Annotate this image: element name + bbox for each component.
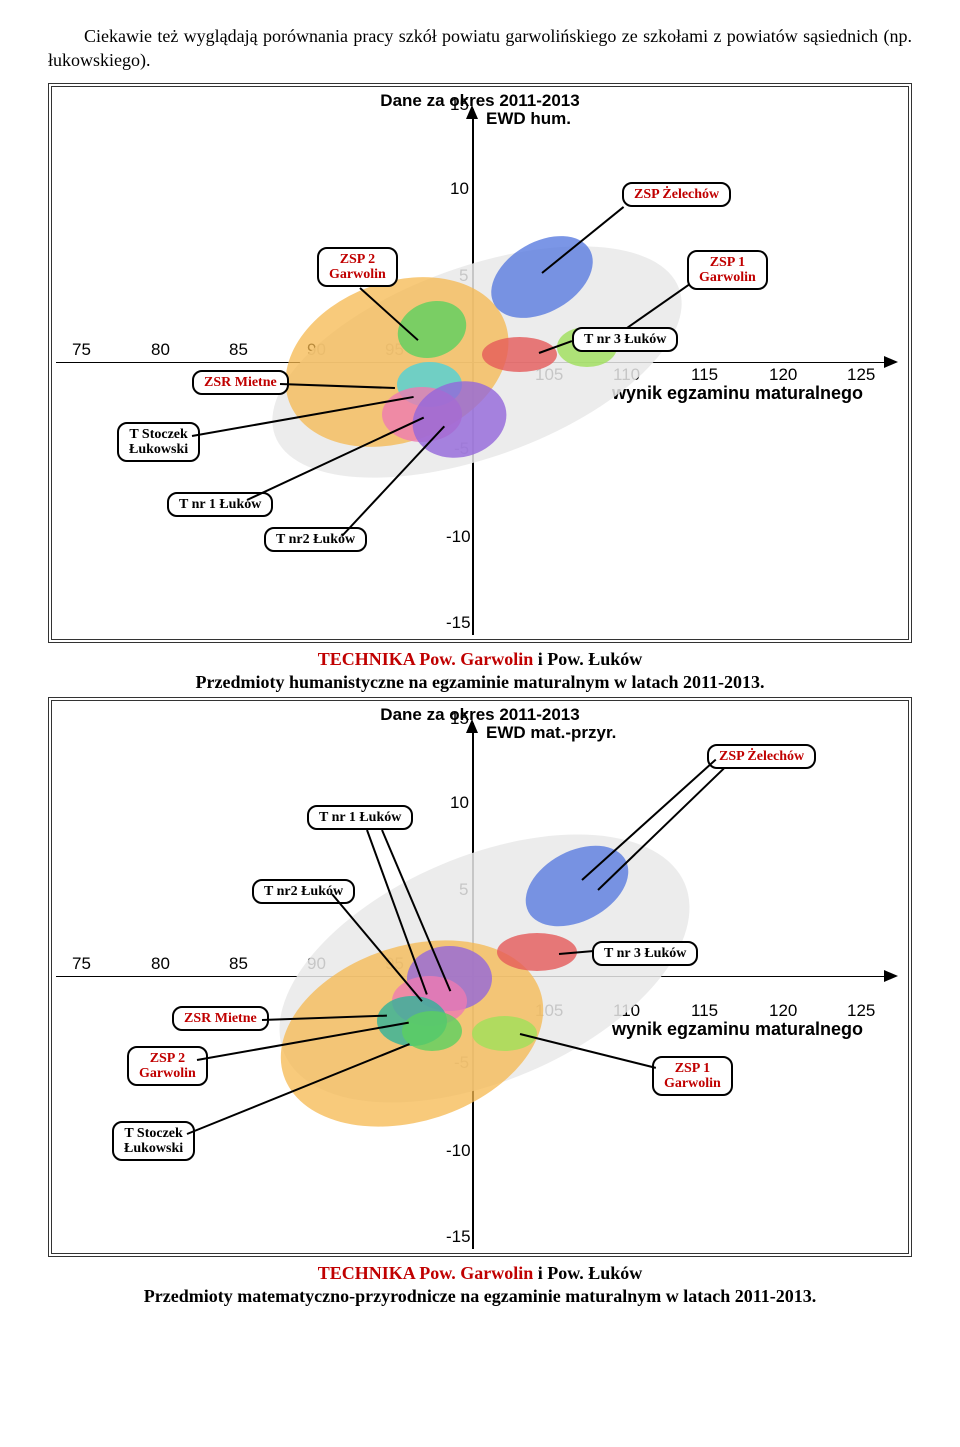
callout-zsp2-garwolin: ZSP 2 Garwolin bbox=[317, 247, 398, 288]
callout-zsp2-garwolin: ZSP 2 Garwolin bbox=[127, 1046, 208, 1087]
callout-label: Garwolin bbox=[329, 267, 386, 282]
xtick: 125 bbox=[847, 365, 875, 385]
ytick: 15 bbox=[450, 709, 469, 729]
callout-label: ZSR Mietne bbox=[184, 1011, 257, 1026]
xtick: 115 bbox=[691, 365, 718, 385]
ytick: -10 bbox=[446, 527, 471, 547]
callout-t-stoczek: T Stoczek Łukowski bbox=[112, 1121, 195, 1162]
callout-label: T Stoczek bbox=[124, 1126, 182, 1141]
ytick: -10 bbox=[446, 1141, 471, 1161]
callout-label: T nr 1 Łuków bbox=[319, 810, 401, 825]
chart-1-frame: Dane za okres 2011-2013 15 10 5 -5 -10 -… bbox=[48, 83, 912, 643]
xtick: 125 bbox=[847, 1001, 875, 1021]
caption-rest: i Pow. Łuków bbox=[533, 1263, 642, 1283]
callout-label: Łukowski bbox=[129, 442, 188, 457]
ytick: -15 bbox=[446, 1227, 471, 1247]
xtick: 75 bbox=[72, 954, 91, 974]
y-axis-label: EWD hum. bbox=[486, 109, 571, 129]
callout-t-nr1: T nr 1 Łuków bbox=[307, 805, 413, 830]
callout-zsr-mietne: ZSR Mietne bbox=[172, 1006, 269, 1031]
chart-2-caption: TECHNIKA Pow. Garwolin i Pow. Łuków bbox=[48, 1263, 912, 1284]
x-axis-label: wynik egzaminu maturalnego bbox=[612, 383, 863, 404]
callout-label: T nr 3 Łuków bbox=[584, 332, 666, 347]
ellipse-green bbox=[402, 1011, 462, 1051]
callout-label: ZSP 1 bbox=[675, 1061, 710, 1076]
callout-zsr-mietne: ZSR Mietne bbox=[192, 370, 289, 395]
callout-t-nr3: T nr 3 Łuków bbox=[592, 941, 698, 966]
chart-1-subcaption: Przedmioty humanistyczne na egzaminie ma… bbox=[48, 672, 912, 693]
xtick: 120 bbox=[769, 1001, 797, 1021]
xtick: 75 bbox=[72, 340, 91, 360]
xtick: 115 bbox=[691, 1001, 718, 1021]
callout-label: ZSP Żelechów bbox=[719, 749, 804, 764]
callout-zsp-zelechow: ZSP Żelechów bbox=[622, 182, 731, 207]
callout-label: Garwolin bbox=[664, 1076, 721, 1091]
callout-label: Garwolin bbox=[139, 1066, 196, 1081]
xtick: 85 bbox=[229, 340, 248, 360]
caption-highlight: TECHNIKA Pow. Garwolin bbox=[318, 649, 534, 669]
xtick: 80 bbox=[151, 340, 170, 360]
caption-rest: i Pow. Łuków bbox=[533, 649, 642, 669]
intro-paragraph: Ciekawie też wyglądają porównania pracy … bbox=[48, 24, 912, 73]
callout-t-nr2: T nr2 Łuków bbox=[264, 527, 367, 552]
ytick: 10 bbox=[450, 179, 469, 199]
x-axis-label: wynik egzaminu maturalnego bbox=[612, 1019, 863, 1040]
callout-t-nr2: T nr2 Łuków bbox=[252, 879, 355, 904]
ytick: 15 bbox=[450, 95, 469, 115]
chart-2-period-title: Dane za okres 2011-2013 bbox=[380, 705, 579, 725]
callout-label: T Stoczek bbox=[129, 427, 187, 442]
ytick: 10 bbox=[450, 793, 469, 813]
chart-2-subcaption: Przedmioty matematyczno-przyrodnicze na … bbox=[48, 1286, 912, 1307]
ellipse-red bbox=[482, 337, 557, 372]
xtick: 120 bbox=[769, 365, 797, 385]
callout-label: ZSP 1 bbox=[710, 255, 745, 270]
xtick: 85 bbox=[229, 954, 248, 974]
caption-highlight: TECHNIKA Pow. Garwolin bbox=[318, 1263, 534, 1283]
callout-label: Garwolin bbox=[699, 270, 756, 285]
callout-zsp1-garwolin: ZSP 1 Garwolin bbox=[687, 250, 768, 291]
chart-1-period-title: Dane za okres 2011-2013 bbox=[380, 91, 579, 111]
y-axis-label: EWD mat.-przyr. bbox=[486, 723, 616, 743]
ytick: -15 bbox=[446, 613, 471, 633]
callout-label: T nr2 Łuków bbox=[264, 884, 343, 899]
callout-label: T nr 3 Łuków bbox=[604, 946, 686, 961]
callout-t-stoczek: T Stoczek Łukowski bbox=[117, 422, 200, 463]
x-axis-arrow-icon bbox=[884, 970, 898, 982]
callout-label: ZSP 2 bbox=[340, 252, 375, 267]
callout-zsp-zelechow: ZSP Żelechów bbox=[707, 744, 816, 769]
chart-2-frame: Dane za okres 2011-2013 15 10 5 -5 -10 -… bbox=[48, 697, 912, 1257]
xtick: 80 bbox=[151, 954, 170, 974]
callout-t-nr3: T nr 3 Łuków bbox=[572, 327, 678, 352]
callout-zsp1-garwolin: ZSP 1 Garwolin bbox=[652, 1056, 733, 1097]
callout-label: ZSR Mietne bbox=[204, 375, 277, 390]
ellipse-lime bbox=[472, 1016, 537, 1051]
callout-label: ZSP Żelechów bbox=[634, 187, 719, 202]
x-axis-arrow-icon bbox=[884, 356, 898, 368]
callout-label: ZSP 2 bbox=[150, 1051, 185, 1066]
chart-1-caption: TECHNIKA Pow. Garwolin i Pow. Łuków bbox=[48, 649, 912, 670]
callout-label: Łukowski bbox=[124, 1141, 183, 1156]
